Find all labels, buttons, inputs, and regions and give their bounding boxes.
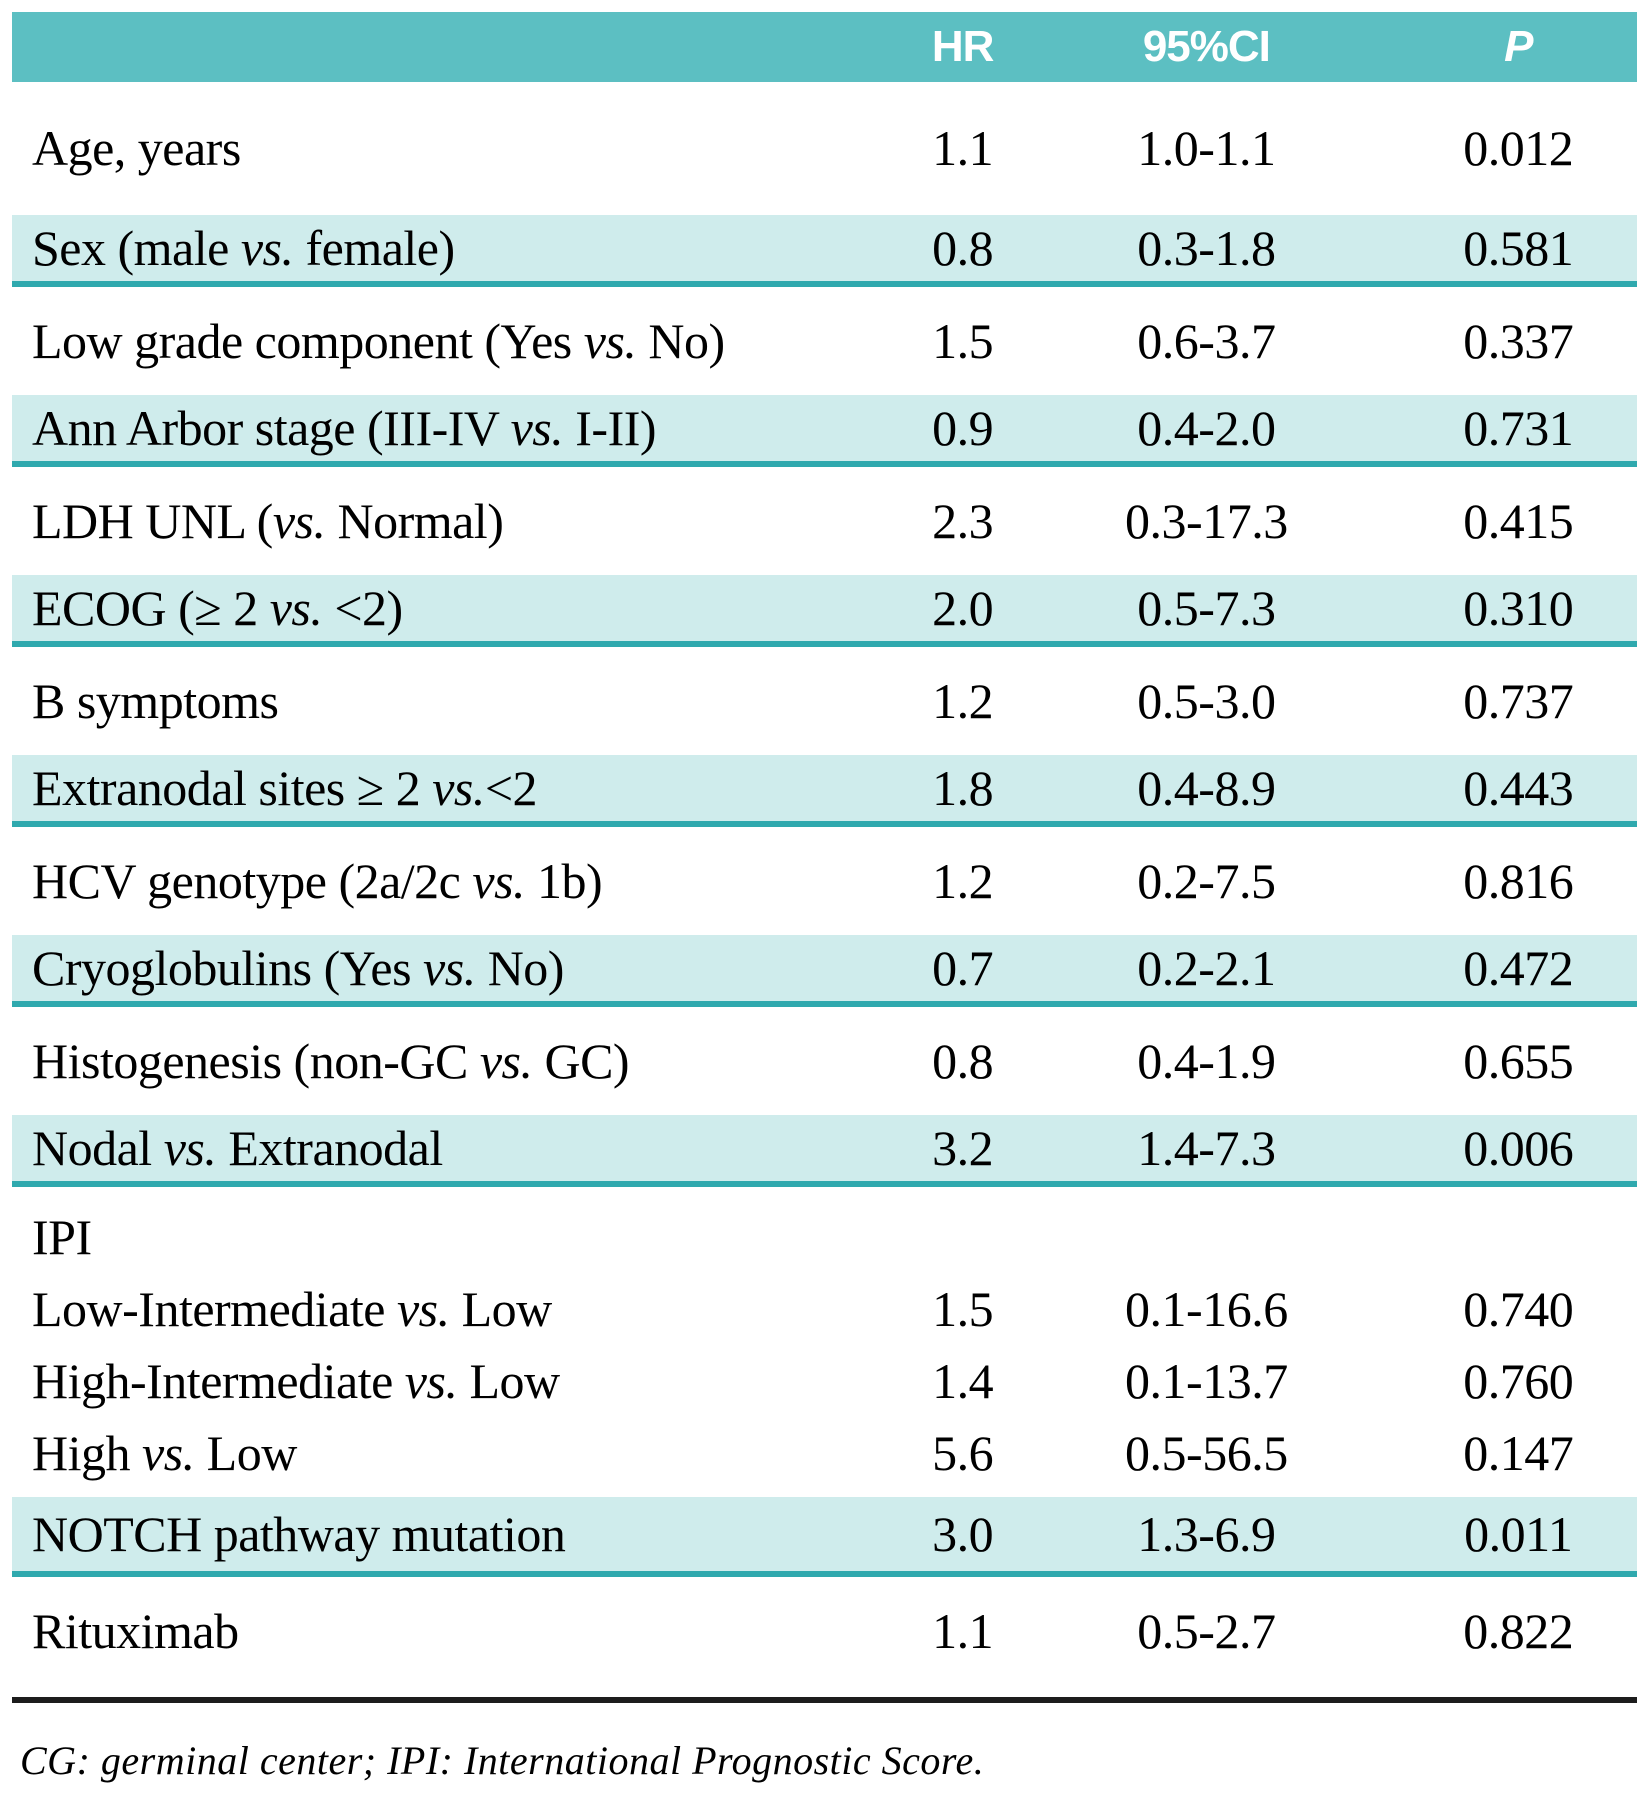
p-value: 0.822 bbox=[1463, 1602, 1574, 1659]
row-label: HCV genotype (2a/2c vs. 1b) bbox=[32, 852, 603, 909]
row-label: Low grade component (Yes vs. No) bbox=[32, 312, 725, 369]
row-label: Cryoglobulins (Yes vs. No) bbox=[32, 939, 564, 996]
hr-value: 1.4 bbox=[932, 1352, 994, 1409]
p-value: 0.147 bbox=[1463, 1424, 1574, 1481]
ipi-group: IPI Low-Intermediate vs. Low 1.5 0.1-16.… bbox=[12, 1187, 1637, 1497]
ci-value: 0.3-1.8 bbox=[1137, 219, 1276, 276]
ci-value: 0.4-1.9 bbox=[1137, 1032, 1276, 1089]
hr-value: 3.0 bbox=[932, 1505, 994, 1562]
table-row-sex: Sex (male vs. female) 0.8 0.3-1.8 0.581 bbox=[12, 215, 1637, 287]
hr-value: 1.5 bbox=[932, 312, 994, 369]
hr-value: 3.2 bbox=[932, 1119, 994, 1176]
p-value: 0.337 bbox=[1463, 312, 1574, 369]
p-value: 0.737 bbox=[1463, 672, 1574, 729]
column-header-p: P bbox=[1504, 22, 1533, 71]
p-value: 0.012 bbox=[1463, 120, 1574, 177]
hr-value: 2.3 bbox=[932, 492, 994, 549]
table-footnote: CG: germinal center; IPI: International … bbox=[20, 1738, 985, 1783]
ci-value: 0.5-56.5 bbox=[1125, 1424, 1288, 1481]
row-label: Histogenesis (non-GC vs. GC) bbox=[32, 1032, 630, 1089]
row-label: NOTCH pathway mutation bbox=[32, 1505, 566, 1562]
table-row-notch-pathway-mutation: NOTCH pathway mutation 3.0 1.3-6.9 0.011 bbox=[12, 1497, 1637, 1577]
row-label: High vs. Low bbox=[32, 1424, 297, 1481]
table-row-b-symptoms: B symptoms 1.2 0.5-3.0 0.737 bbox=[12, 647, 1637, 755]
ci-value: 1.4-7.3 bbox=[1137, 1119, 1276, 1176]
table-row-extranodal-sites: Extranodal sites ≥ 2 vs.<2 1.8 0.4-8.9 0… bbox=[12, 755, 1637, 827]
hr-value: 1.2 bbox=[932, 672, 994, 729]
table-row-low-grade-component: Low grade component (Yes vs. No) 1.5 0.6… bbox=[12, 287, 1637, 395]
table-row-hcv-genotype: HCV genotype (2a/2c vs. 1b) 1.2 0.2-7.5 … bbox=[12, 827, 1637, 935]
hr-value: 0.8 bbox=[932, 219, 994, 276]
ci-value: 0.2-2.1 bbox=[1137, 939, 1276, 996]
table-row-ipi-low-intermediate: Low-Intermediate vs. Low 1.5 0.1-16.6 0.… bbox=[12, 1273, 1637, 1345]
p-value: 0.472 bbox=[1463, 939, 1574, 996]
ci-value: 0.3-17.3 bbox=[1125, 492, 1288, 549]
hr-value: 0.9 bbox=[932, 399, 994, 456]
row-label: Extranodal sites ≥ 2 vs.<2 bbox=[32, 759, 538, 816]
table-row-ipi-header: IPI bbox=[12, 1201, 1637, 1273]
table-row-ipi-high: High vs. Low 5.6 0.5-56.5 0.147 bbox=[12, 1417, 1637, 1489]
table-row-histogenesis: Histogenesis (non-GC vs. GC) 0.8 0.4-1.9… bbox=[12, 1007, 1637, 1115]
column-header-hr: HR bbox=[931, 22, 995, 71]
ci-value: 0.6-3.7 bbox=[1137, 312, 1276, 369]
hr-value: 0.8 bbox=[932, 1032, 994, 1089]
row-label: ECOG (≥ 2 vs. <2) bbox=[32, 579, 403, 636]
table-row-ann-arbor-stage: Ann Arbor stage (III-IV vs. I-II) 0.9 0.… bbox=[12, 395, 1637, 467]
row-label: Ann Arbor stage (III-IV vs. I-II) bbox=[32, 399, 657, 456]
hr-value: 2.0 bbox=[932, 579, 994, 636]
table-header-row: HR 95%CI P bbox=[12, 12, 1637, 82]
hr-value: 1.1 bbox=[932, 1602, 994, 1659]
p-value: 0.581 bbox=[1463, 219, 1574, 276]
p-value: 0.816 bbox=[1463, 852, 1574, 909]
row-label: Age, years bbox=[32, 120, 241, 177]
ci-value: 0.4-8.9 bbox=[1137, 759, 1276, 816]
row-label: Sex (male vs. female) bbox=[32, 219, 455, 276]
table-row-ldh-unl: LDH UNL (vs. Normal) 2.3 0.3-17.3 0.415 bbox=[12, 467, 1637, 575]
hr-value: 1.1 bbox=[932, 120, 994, 177]
table-row-ecog: ECOG (≥ 2 vs. <2) 2.0 0.5-7.3 0.310 bbox=[12, 575, 1637, 647]
hr-value: 0.7 bbox=[932, 939, 994, 996]
table-row-rituximab: Rituximab 1.1 0.5-2.7 0.822 bbox=[12, 1577, 1637, 1685]
ci-value: 0.2-7.5 bbox=[1137, 852, 1276, 909]
bottom-double-rule bbox=[12, 1697, 1637, 1703]
row-label: Low-Intermediate vs. Low bbox=[32, 1280, 552, 1337]
ci-value: 0.1-13.7 bbox=[1125, 1352, 1288, 1409]
ci-value: 1.3-6.9 bbox=[1137, 1505, 1276, 1562]
row-label: Rituximab bbox=[32, 1602, 239, 1659]
ci-value: 0.1-16.6 bbox=[1125, 1280, 1288, 1337]
row-label: LDH UNL (vs. Normal) bbox=[32, 492, 504, 549]
hr-value: 1.5 bbox=[932, 1280, 994, 1337]
table-row-ipi-high-intermediate: High-Intermediate vs. Low 1.4 0.1-13.7 0… bbox=[12, 1345, 1637, 1417]
p-value: 0.655 bbox=[1463, 1032, 1574, 1089]
p-value: 0.011 bbox=[1464, 1505, 1573, 1562]
table-row-nodal-vs-extranodal: Nodal vs. Extranodal 3.2 1.4-7.3 0.006 bbox=[12, 1115, 1637, 1187]
p-value: 0.006 bbox=[1463, 1119, 1574, 1176]
row-label: IPI bbox=[32, 1208, 92, 1265]
p-value: 0.731 bbox=[1463, 399, 1574, 456]
p-value: 0.760 bbox=[1463, 1352, 1574, 1409]
ci-value: 0.5-7.3 bbox=[1137, 579, 1276, 636]
hr-value: 1.8 bbox=[932, 759, 994, 816]
hr-value: 5.6 bbox=[932, 1424, 994, 1481]
ci-value: 0.5-2.7 bbox=[1137, 1602, 1276, 1659]
p-value: 0.443 bbox=[1463, 759, 1574, 816]
table-row-age: Age, years 1.1 1.0-1.1 0.012 bbox=[12, 82, 1637, 215]
hr-value: 1.2 bbox=[932, 852, 994, 909]
row-label: B symptoms bbox=[32, 672, 279, 729]
table-row-cryoglobulins: Cryoglobulins (Yes vs. No) 0.7 0.2-2.1 0… bbox=[12, 935, 1637, 1007]
row-label: High-Intermediate vs. Low bbox=[32, 1352, 560, 1409]
ci-value: 0.4-2.0 bbox=[1137, 399, 1276, 456]
row-label: Nodal vs. Extranodal bbox=[32, 1119, 443, 1176]
p-value: 0.740 bbox=[1463, 1280, 1574, 1337]
p-value: 0.310 bbox=[1463, 579, 1574, 636]
ci-value: 0.5-3.0 bbox=[1137, 672, 1276, 729]
p-value: 0.415 bbox=[1463, 492, 1574, 549]
ci-value: 1.0-1.1 bbox=[1137, 120, 1276, 177]
column-header-95ci: 95%CI bbox=[1142, 22, 1271, 71]
